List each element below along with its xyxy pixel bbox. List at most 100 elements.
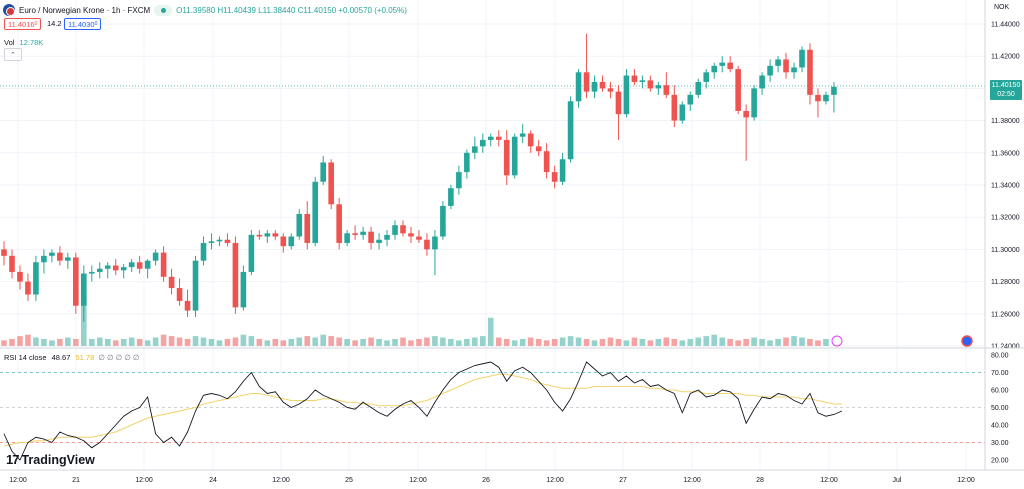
volume-bar: [567, 336, 574, 346]
volume-bar: [823, 338, 829, 346]
candle-body: [128, 262, 135, 268]
tradingview-logo-icon: 17: [6, 452, 20, 467]
volume-bar: [511, 340, 518, 346]
volume-bar: [112, 340, 119, 346]
candle-body: [96, 268, 103, 272]
volume-bar: [136, 338, 143, 346]
volume-bar: [208, 338, 215, 346]
candle-body: [551, 172, 558, 182]
volume-bar: [543, 340, 550, 346]
volume-bar: [336, 337, 342, 346]
candle-body: [663, 85, 670, 95]
volume-bar: [527, 337, 534, 346]
time-tick-label: 12:00: [957, 477, 975, 484]
eur-nok-flag-icon: [3, 4, 15, 16]
candle-body: [33, 262, 39, 295]
volume-bar: [264, 340, 271, 346]
candle-body: [647, 80, 654, 89]
candle-body: [815, 94, 821, 102]
volume-bar: [184, 338, 191, 346]
collapse-legend-button[interactable]: ⌃: [4, 48, 22, 61]
buy-button[interactable]: 11.4030 0: [64, 18, 102, 30]
volume-legend: Vol 12.78K: [4, 38, 43, 47]
candle-body: [831, 86, 837, 95]
price-tick-label: 11.32000: [991, 215, 1020, 222]
candle-body: [320, 162, 326, 182]
price-tick-label: 11.30000: [991, 247, 1020, 254]
volume-bar: [280, 340, 287, 346]
candle-body: [248, 234, 255, 272]
candle-body: [152, 252, 159, 261]
candle-body: [775, 59, 781, 66]
candle-body: [160, 252, 167, 277]
buy-price-sup: 0: [94, 21, 98, 27]
volume-bar: [743, 338, 749, 346]
volume-bar: [96, 337, 103, 346]
candle-body: [607, 88, 614, 92]
sell-price-sup: 0: [34, 21, 38, 27]
rsi-legend: RSI 14 close 48.67 51.78 ∅ ∅ ∅ ∅ ∅: [4, 353, 139, 362]
buy-price: 11.4030: [68, 19, 95, 29]
rsi-tick-label: 70.00: [991, 370, 1009, 377]
volume-bar: [759, 338, 765, 346]
candle-body: [184, 300, 191, 311]
volume-bar: [304, 336, 311, 346]
candle-body: [495, 136, 502, 140]
volume-bar: [408, 340, 414, 346]
candle-body: [384, 234, 390, 240]
candle-body: [232, 242, 239, 308]
volume-bar: [503, 338, 510, 346]
candle-body: [176, 288, 183, 301]
chevron-up-icon: ⌃: [10, 51, 16, 59]
candle-body: [73, 257, 79, 306]
candle-body: [65, 257, 71, 261]
candle-body: [424, 239, 430, 250]
volume-bar: [583, 338, 590, 346]
candle-body: [256, 234, 263, 237]
volume-bar: [41, 338, 47, 346]
candle-body: [1, 249, 7, 256]
volume-bar: [57, 338, 63, 346]
candle-body: [535, 146, 542, 152]
candle-body: [783, 59, 789, 73]
candle-body: [296, 213, 303, 237]
candle-body: [168, 276, 175, 289]
volume-bar: [448, 338, 454, 346]
symbol-title[interactable]: Euro / Norwegian Krone · 1h · FXCM: [19, 5, 151, 15]
candle-body: [88, 271, 95, 274]
volume-bar: [248, 336, 255, 346]
candle-body: [631, 75, 638, 82]
volume-bar: [176, 337, 183, 346]
candle-body: [416, 236, 422, 240]
volume-bar: [9, 338, 15, 346]
ohlc-values: O11.39580 H11.40439 L11.38440 C11.40150 …: [176, 5, 407, 15]
volume-bar: [559, 337, 566, 346]
spread-value: 14.2: [47, 19, 62, 28]
time-tick-label: 12:00: [272, 477, 290, 484]
volume-bar: [456, 340, 462, 346]
volume-bar: [384, 340, 390, 346]
chart-header: Euro / Norwegian Krone · 1h · FXCM O11.3…: [0, 3, 407, 17]
volume-bar: [495, 337, 502, 346]
volume-bar: [33, 337, 39, 346]
candle-body: [104, 265, 111, 269]
candle-body: [599, 81, 606, 89]
market-status-icon[interactable]: [154, 4, 173, 16]
candle-body: [272, 233, 279, 237]
volume-bar: [767, 340, 773, 346]
current-price-tag: 11.40150 02:50: [990, 80, 1022, 100]
candle-body: [440, 205, 446, 237]
candle-body: [639, 80, 646, 82]
volume-bar: [751, 337, 757, 346]
volume-bar: [599, 338, 606, 346]
volume-bar: [144, 340, 151, 346]
candle-body: [743, 110, 749, 118]
candle-body: [719, 62, 725, 66]
candle-body: [280, 236, 287, 247]
tradingview-logo[interactable]: 17 TradingView: [6, 452, 95, 467]
rsi-ma-value: 51.78: [75, 353, 95, 362]
sell-button[interactable]: 11.4016 0: [4, 18, 42, 30]
volume-bar: [168, 336, 175, 346]
candle-body: [791, 67, 797, 73]
